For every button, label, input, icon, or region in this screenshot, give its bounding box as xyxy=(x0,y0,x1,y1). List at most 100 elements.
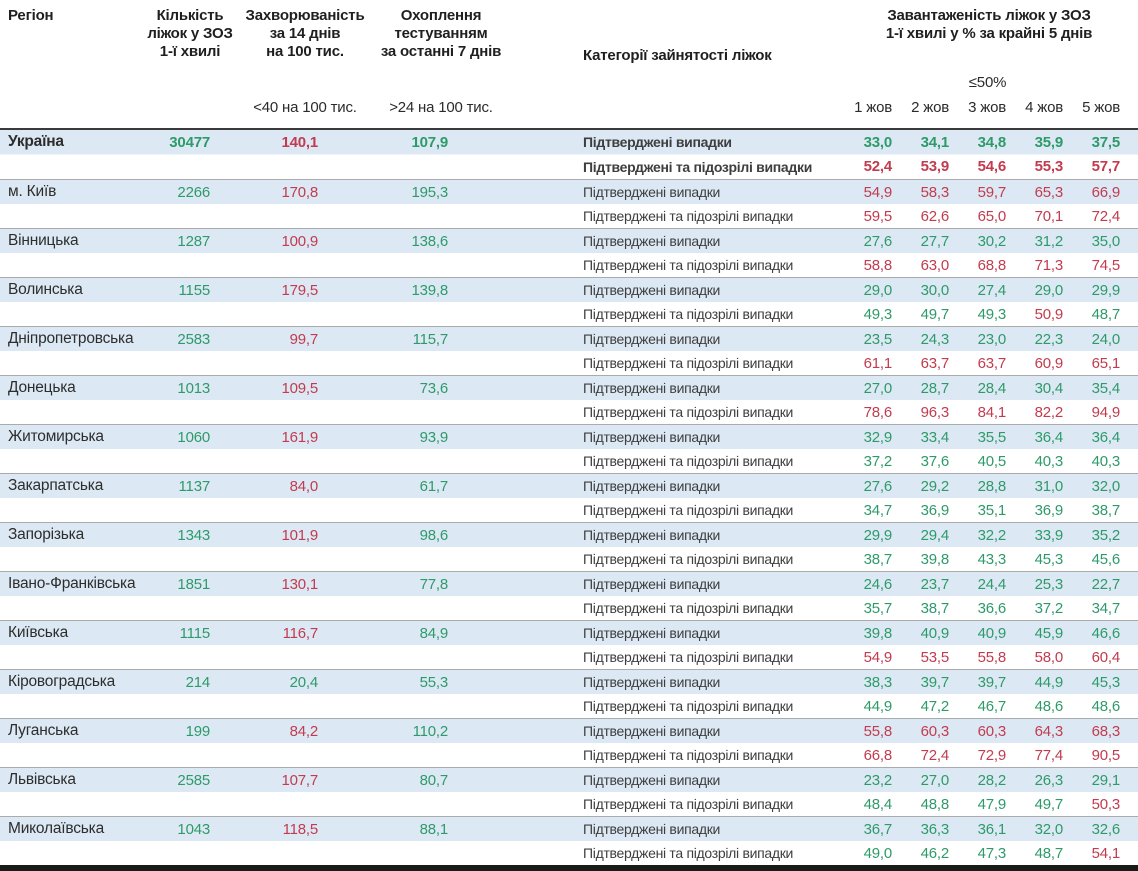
category-label-confirmed: Підтверджені випадки xyxy=(583,821,721,837)
occupancy-confirmed-suspected-value: 62,6 xyxy=(920,207,950,225)
occupancy-confirmed-value: 25,3 xyxy=(1034,575,1064,593)
occupancy-confirmed-suspected-value: 36,9 xyxy=(920,501,950,519)
beds-value: 2585 xyxy=(177,771,210,789)
occupancy-confirmed-suspected-value: 37,2 xyxy=(1034,599,1064,617)
occupancy-confirmed-suspected-value: 49,3 xyxy=(863,305,893,323)
bottom-bar xyxy=(0,865,1138,871)
incidence-value: 100,9 xyxy=(281,232,318,250)
occupancy-confirmed-suspected-value: 39,8 xyxy=(920,550,950,568)
region-group: Миколаївська 1043 118,5 88,1 Підтверджені ви… xyxy=(0,816,1138,865)
table-body: Україна 30477 140,1 107,9 Підтверджені випад… xyxy=(0,130,1138,865)
category-label-confirmed-suspected: Підтверджені та підозрілі випадки xyxy=(583,208,794,224)
occupancy-confirmed-suspected-value: 49,7 xyxy=(1034,795,1064,813)
row-spacer xyxy=(0,498,450,522)
row-spacer xyxy=(0,547,450,571)
region-name: Київська xyxy=(8,624,69,641)
occupancy-confirmed-suspected-value: 47,3 xyxy=(977,844,1007,862)
occupancy-confirmed-suspected-value: 60,4 xyxy=(1091,648,1121,666)
occupancy-confirmed-suspected-value: 57,7 xyxy=(1091,158,1121,176)
row-spacer xyxy=(0,204,450,228)
occupancy-confirmed-suspected-value: 70,1 xyxy=(1034,207,1064,225)
row-spacer xyxy=(0,253,450,277)
occupancy-confirmed-suspected-value: 45,3 xyxy=(1034,550,1064,568)
occupancy-confirmed-value: 23,0 xyxy=(977,330,1007,348)
region-group: Київська 1115 116,7 84,9 Підтверджені випадк… xyxy=(0,620,1138,669)
occupancy-confirmed-value: 28,7 xyxy=(920,379,950,397)
occupancy-confirmed-value: 32,0 xyxy=(1091,477,1121,495)
row-spacer xyxy=(0,400,450,424)
occupancy-confirmed-suspected-value: 46,2 xyxy=(920,844,950,862)
row-spacer xyxy=(0,841,450,865)
category-label-confirmed: Підтверджені випадки xyxy=(583,625,721,641)
occupancy-confirmed-value: 32,0 xyxy=(1034,820,1064,838)
occupancy-confirmed-value: 45,3 xyxy=(1091,673,1121,691)
testing-value: 55,3 xyxy=(419,673,449,691)
region-group: Україна 30477 140,1 107,9 Підтверджені випад… xyxy=(0,130,1138,179)
category-label-confirmed: Підтверджені випадки xyxy=(583,380,721,396)
occupancy-confirmed-suspected-value: 49,3 xyxy=(977,305,1007,323)
occupancy-confirmed-value: 40,9 xyxy=(977,624,1007,642)
region-group: Вінницька 1287 100,9 138,6 Підтверджені випа… xyxy=(0,228,1138,277)
occupancy-confirmed-value: 23,2 xyxy=(863,771,893,789)
region-group: Закарпатська 1137 84,0 61,7 Підтверджені вип… xyxy=(0,473,1138,522)
region-name: Луганська xyxy=(8,722,79,739)
category-label-confirmed-suspected: Підтверджені та підозрілі випадки xyxy=(583,845,794,861)
day-header: 3 жов xyxy=(968,99,1006,116)
occupancy-confirmed-value: 27,0 xyxy=(920,771,950,789)
occupancy-confirmed-value: 24,3 xyxy=(920,330,950,348)
category-label-confirmed-suspected: Підтверджені та підозрілі випадки xyxy=(583,306,794,322)
occupancy-confirmed-value: 22,7 xyxy=(1091,575,1121,593)
incidence-value: 170,8 xyxy=(281,183,318,201)
occupancy-confirmed-suspected-value: 53,9 xyxy=(920,158,950,176)
row-spacer xyxy=(0,449,450,473)
occupancy-confirmed-suspected-value: 54,6 xyxy=(977,158,1007,176)
category-label-confirmed: Підтверджені випадки xyxy=(583,184,721,200)
column-header-beds-line: Кількість xyxy=(156,7,224,24)
region-group: Волинська 1155 179,5 139,8 Підтверджені випа… xyxy=(0,277,1138,326)
occupancy-confirmed-suspected-value: 60,9 xyxy=(1034,354,1064,372)
occupancy-confirmed-value: 37,5 xyxy=(1091,133,1121,151)
incidence-value: 20,4 xyxy=(289,673,319,691)
beds-value: 1287 xyxy=(177,232,210,250)
occupancy-confirmed-suspected-value: 54,9 xyxy=(863,648,893,666)
category-label-confirmed: Підтверджені випадки xyxy=(583,331,721,347)
category-label-confirmed: Підтверджені випадки xyxy=(583,429,721,445)
column-header-category: Категорії зайнятості ліжок xyxy=(583,47,772,64)
occupancy-confirmed-suspected-value: 90,5 xyxy=(1091,746,1121,764)
occupancy-confirmed-suspected-value: 82,2 xyxy=(1034,403,1064,421)
occupancy-confirmed-suspected-value: 50,3 xyxy=(1091,795,1121,813)
category-label-confirmed-suspected: Підтверджені та підозрілі випадки xyxy=(583,698,794,714)
incidence-value: 84,0 xyxy=(289,477,319,495)
column-header-beds: Кількість ліжок у ЗОЗ 1-ї хвилі xyxy=(126,7,254,61)
occupancy-confirmed-value: 36,4 xyxy=(1091,428,1121,446)
region-name: Житомирська xyxy=(8,428,104,445)
occupancy-confirmed-suspected-value: 43,3 xyxy=(977,550,1007,568)
category-label-confirmed-suspected: Підтверджені та підозрілі випадки xyxy=(583,600,794,616)
occupancy-confirmed-value: 29,0 xyxy=(1034,281,1064,299)
day-header-row: 1 жов 2 жов 3 жов 4 жов 5 жов xyxy=(845,99,1130,116)
occupancy-confirmed-value: 28,2 xyxy=(977,771,1007,789)
incidence-value: 118,5 xyxy=(282,820,319,838)
beds-value: 1115 xyxy=(179,624,211,642)
beds-value: 1060 xyxy=(177,428,210,446)
occupancy-confirmed-value: 36,1 xyxy=(977,820,1007,838)
occupancy-confirmed-value: 29,1 xyxy=(1091,771,1121,789)
occupancy-confirmed-suspected-value: 48,8 xyxy=(920,795,950,813)
incidence-value: 161,9 xyxy=(281,428,318,446)
occupancy-confirmed-value: 29,4 xyxy=(920,526,950,544)
incidence-threshold-label: <40 на 100 тис. xyxy=(253,99,357,116)
testing-value: 73,6 xyxy=(419,379,449,397)
column-header-incidence: Захворюваність за 14 днів на 100 тис. xyxy=(233,7,377,61)
region-name: Івано-Франківська xyxy=(8,575,136,592)
beds-value: 199 xyxy=(185,722,211,740)
testing-value: 61,7 xyxy=(419,477,449,495)
column-header-testing: Охоплення тестуванням за останні 7 днів xyxy=(366,7,516,61)
category-label-confirmed: Підтверджені випадки xyxy=(583,576,721,592)
category-label-confirmed: Підтверджені випадки xyxy=(583,478,721,494)
occupancy-confirmed-value: 35,9 xyxy=(1034,133,1064,151)
row-spacer xyxy=(0,743,450,767)
day-header: 5 жов xyxy=(1082,99,1120,116)
occupancy-confirmed-value: 24,4 xyxy=(977,575,1007,593)
occupancy-confirmed-suspected-value: 47,2 xyxy=(920,697,950,715)
occupancy-confirmed-suspected-value: 40,3 xyxy=(1034,452,1064,470)
